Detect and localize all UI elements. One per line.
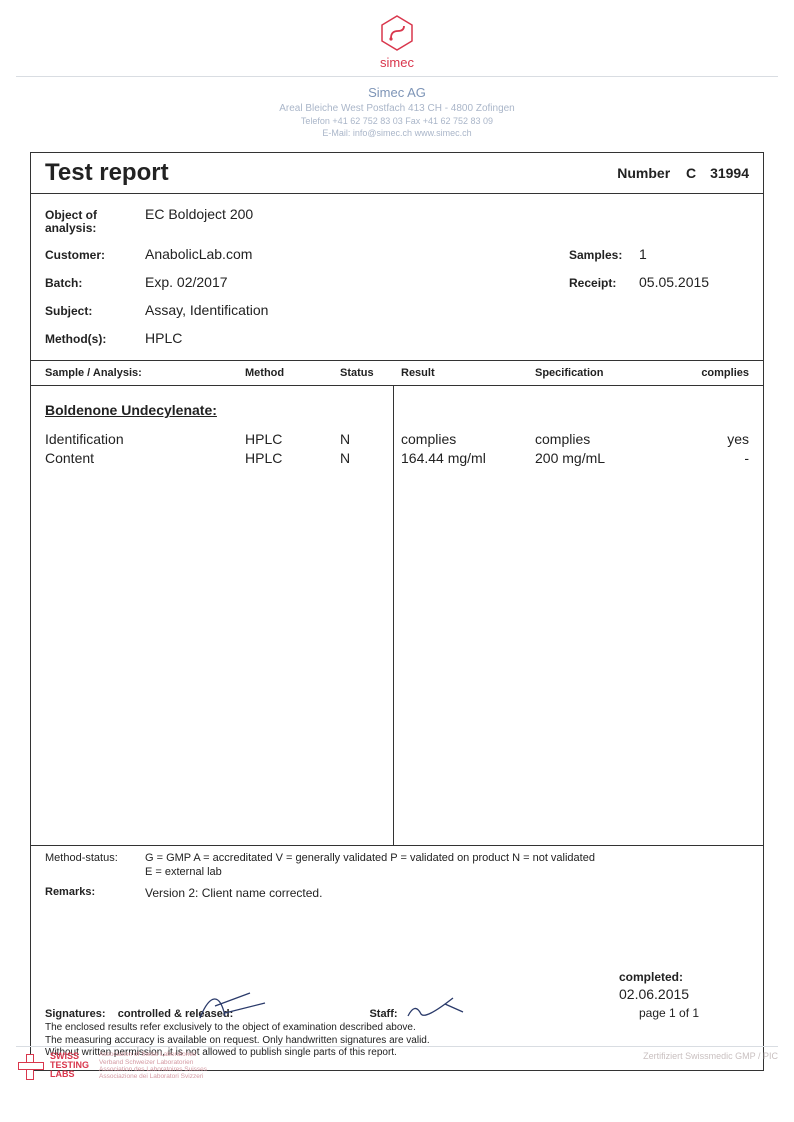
col-method: Method [245,367,340,379]
col-result: Result [395,367,535,379]
subject-value: Assay, Identification [145,302,749,318]
cell-status: N [340,449,395,468]
table-body: Boldenone Undecylenate: Identification H… [31,386,763,846]
customer-label: Customer: [45,248,145,262]
table-header-row: Sample / Analysis: Method Status Result … [31,361,763,386]
batch-label: Batch: [45,276,145,290]
company-address: Areal Bleiche West Postfach 413 CH - 480… [30,103,764,114]
number-label: Number [617,165,670,181]
company-logo: simec [30,14,764,70]
disclaimer-line: The measuring accuracy is available on r… [45,1035,749,1048]
method-status-legend: G = GMP A = accreditated V = generally v… [145,852,749,864]
report-number-block: Number C 31994 [617,165,749,181]
signature-released-icon [195,988,275,1024]
cell-analysis: Identification [45,430,245,449]
cell-complies: yes [675,430,749,449]
page-footer-bar: SWISS TESTING LABS Association of Swiss … [16,1046,778,1080]
col-complies: complies [675,367,749,379]
subject-label: Subject: [45,304,145,318]
company-name: Simec AG [30,85,764,100]
swiss-labs-logo: SWISS TESTING LABS Association of Swiss … [16,1051,207,1080]
report-container: Test report Number C 31994 Object of ana… [30,152,764,1071]
samples-value: 1 [639,246,749,262]
horizontal-rule [16,76,778,77]
footer-block: Method-status: G = GMP A = accreditated … [31,846,763,1070]
completed-date: 02.06.2015 [619,986,749,1002]
cell-status: N [340,430,395,449]
vertical-divider [393,386,394,845]
page-indicator: page 1 of 1 [619,1006,749,1020]
signature-staff-icon [403,994,473,1024]
table-row: Identification HPLC N complies complies … [45,430,749,449]
cell-method: HPLC [245,430,340,449]
analyte-section-title: Boldenone Undecylenate: [45,402,749,418]
col-status: Status [340,367,395,379]
number-value: 31994 [710,165,749,181]
samples-label: Samples: [569,248,639,262]
cell-spec: 200 mg/mL [535,449,675,468]
object-value: EC Boldoject 200 [145,206,749,222]
cell-result: complies [395,430,535,449]
staff-label: Staff: [369,1008,397,1020]
methods-label: Method(s): [45,332,145,346]
method-status-label: Method-status: [45,852,145,864]
customer-value: AnabolicLab.com [145,246,569,262]
cell-complies: - [675,449,749,468]
col-sample: Sample / Analysis: [45,367,245,379]
report-title: Test report [45,159,169,187]
completed-label: completed: [619,970,749,984]
company-phones: Telefon +41 62 752 83 03 Fax +41 62 752 … [30,116,764,126]
signatures-label: Signatures: [45,1008,106,1020]
methods-value: HPLC [145,330,749,346]
remarks-value: Version 2: Client name corrected. [145,886,749,900]
certification-text: Zertifiziert Swissmedic GMP / PIC [643,1051,778,1061]
cell-analysis: Content [45,449,245,468]
association-text: Association of Swiss Laboratories Verban… [99,1051,207,1080]
method-status-legend2: E = external lab [145,866,749,878]
info-grid: Object of analysis: EC Boldoject 200 Cus… [31,194,763,361]
receipt-label: Receipt: [569,276,639,290]
remarks-label: Remarks: [45,886,145,900]
cell-result: 164.44 mg/ml [395,449,535,468]
company-email: E-Mail: info@simec.ch www.simec.ch [30,128,764,138]
number-prefix: C [686,165,696,181]
disclaimer-line: The enclosed results refer exclusively t… [45,1022,749,1035]
table-row: Content HPLC N 164.44 mg/ml 200 mg/mL - [45,449,749,468]
object-label: Object of analysis: [45,209,145,234]
title-row: Test report Number C 31994 [31,153,763,194]
cell-spec: complies [535,430,675,449]
logo-text: simec [30,55,764,70]
signature-area: Signatures: controlled & released: Staff… [45,970,749,1020]
company-info-block: Simec AG Areal Bleiche West Postfach 413… [30,85,764,138]
receipt-value: 05.05.2015 [639,274,749,290]
swiss-labs-text: SWISS TESTING LABS [50,1052,89,1079]
col-spec: Specification [535,367,675,379]
batch-value: Exp. 02/2017 [145,274,569,290]
swiss-cross-icon [16,1052,44,1080]
cell-method: HPLC [245,449,340,468]
